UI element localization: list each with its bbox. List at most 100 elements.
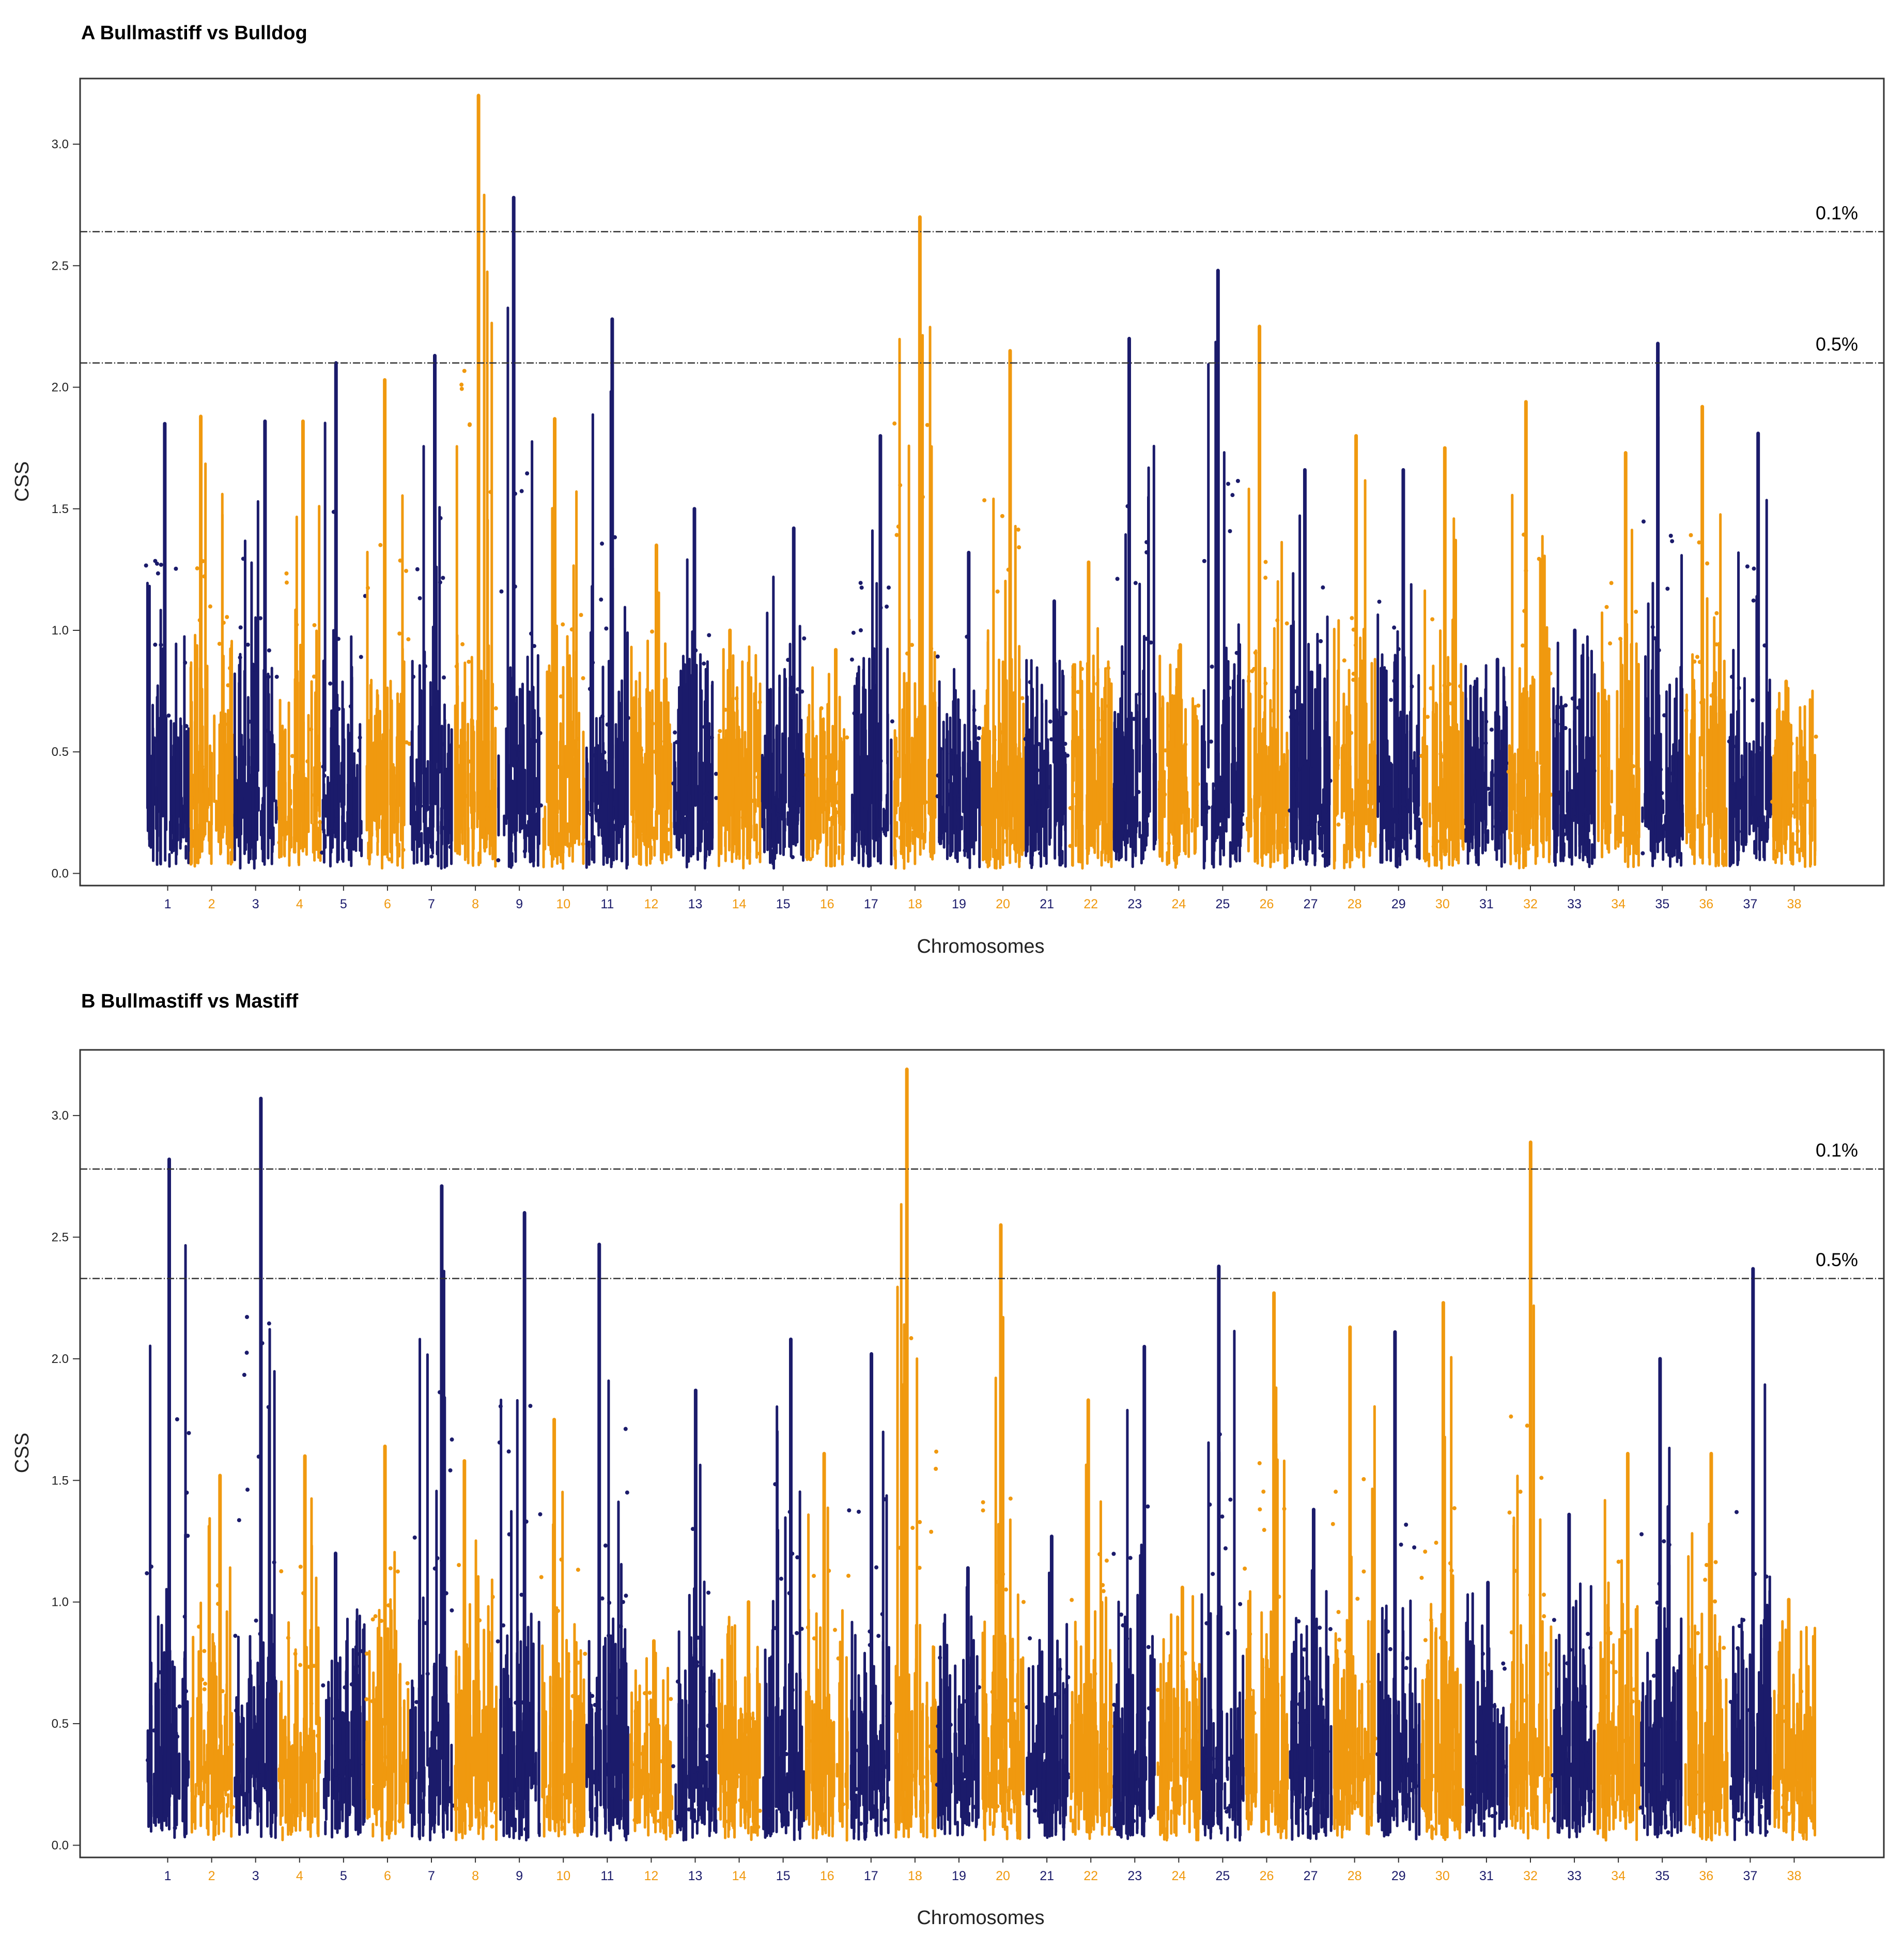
snp-point xyxy=(1066,1775,1071,1779)
y-tick-label: 2.0 xyxy=(52,381,69,395)
snp-point xyxy=(847,1508,852,1513)
y-axis-title: CSS xyxy=(11,461,33,502)
chromosome-29-points xyxy=(1376,468,1422,869)
snp-point xyxy=(1641,519,1646,524)
chromosome-label: 26 xyxy=(1260,897,1274,911)
snp-point xyxy=(509,711,514,716)
snp-point xyxy=(1211,1572,1215,1576)
snp-point xyxy=(1519,711,1523,716)
chromosome-label: 35 xyxy=(1655,897,1669,911)
snp-point xyxy=(718,729,722,734)
snp-point xyxy=(245,642,250,647)
manhattan-plot-b: 0.00.51.01.52.02.53.01 2 3 4 5 6 7 8 9 10 11 12 13 14… xyxy=(52,1067,1884,1883)
snp-point xyxy=(1068,805,1073,810)
snp-point xyxy=(765,805,769,810)
snp-point xyxy=(341,838,346,842)
snp-point xyxy=(1366,779,1370,784)
snp-point xyxy=(623,1427,628,1431)
snp-point xyxy=(244,1315,249,1320)
snp-point xyxy=(513,584,517,589)
snp-point xyxy=(279,1569,284,1574)
snp-point xyxy=(896,524,901,529)
snp-point xyxy=(945,1760,949,1765)
snp-point xyxy=(244,1351,249,1355)
snp-point xyxy=(887,585,891,590)
snp-point xyxy=(1578,739,1583,743)
snp-point xyxy=(773,1626,778,1631)
snp-point xyxy=(1209,739,1213,744)
snp-point xyxy=(1001,1572,1005,1576)
snp-point xyxy=(1194,1677,1198,1681)
snp-point xyxy=(818,1801,823,1805)
chromosome-label: 13 xyxy=(688,1869,703,1883)
snp-point xyxy=(787,1510,792,1514)
snp-point xyxy=(723,1795,727,1800)
snp-point xyxy=(1524,568,1528,573)
chromosome-37-points xyxy=(1727,431,1772,867)
snp-point xyxy=(702,817,707,822)
snp-point xyxy=(982,498,987,503)
snp-point xyxy=(560,1792,564,1797)
snp-point xyxy=(1171,700,1176,705)
snp-point xyxy=(714,796,719,800)
snp-point xyxy=(1730,780,1735,785)
snp-point xyxy=(266,1405,271,1409)
snp-point xyxy=(1065,753,1070,758)
chromosome-10-points xyxy=(539,1418,587,1838)
chromosome-label: 7 xyxy=(428,897,435,911)
snp-point xyxy=(1684,708,1689,713)
chromosome-32-points xyxy=(1506,400,1553,870)
snp-point xyxy=(1570,696,1575,701)
snp-point xyxy=(184,1490,189,1495)
snp-point xyxy=(493,706,498,710)
snp-point xyxy=(1553,719,1557,724)
snp-point xyxy=(1185,1764,1190,1769)
snp-point xyxy=(959,1772,964,1776)
snp-point xyxy=(800,689,804,694)
snp-point xyxy=(437,1390,442,1394)
snp-point xyxy=(1549,793,1553,797)
snp-point xyxy=(398,558,403,563)
snp-point xyxy=(1100,737,1104,741)
chromosome-label: 24 xyxy=(1171,1869,1186,1883)
chromosome-label: 37 xyxy=(1743,897,1757,911)
snp-point xyxy=(796,687,800,692)
snp-point xyxy=(1609,581,1614,585)
snp-point xyxy=(858,581,863,585)
snp-point xyxy=(1132,849,1137,854)
snp-point xyxy=(158,1670,162,1675)
snp-point xyxy=(807,773,812,778)
snp-point xyxy=(468,1823,473,1828)
chromosome-label: 24 xyxy=(1171,897,1186,911)
snp-point xyxy=(1697,540,1701,545)
chromosome-19-points xyxy=(935,1566,982,1837)
snp-point xyxy=(197,618,202,623)
snp-point xyxy=(1351,627,1356,632)
snp-point xyxy=(1140,1676,1144,1680)
snp-point xyxy=(412,1535,417,1540)
snp-point xyxy=(312,623,317,627)
snp-point xyxy=(1002,839,1007,844)
snp-point xyxy=(1237,808,1242,812)
snp-point xyxy=(173,1825,177,1830)
snp-point xyxy=(241,556,245,561)
snp-point xyxy=(358,735,362,740)
snp-point xyxy=(1430,617,1435,622)
snp-point xyxy=(859,585,864,590)
snp-point xyxy=(435,1556,440,1560)
snp-point xyxy=(1526,846,1530,851)
snp-point xyxy=(411,674,416,679)
snp-point xyxy=(929,1529,934,1534)
snp-point xyxy=(702,1690,706,1694)
y-tick-label: 2.5 xyxy=(52,259,69,273)
chromosome-35-points xyxy=(1640,342,1684,868)
chromosome-label: 4 xyxy=(296,1869,303,1883)
snp-point xyxy=(1100,741,1105,746)
snp-point xyxy=(1227,686,1232,690)
snp-point xyxy=(386,1603,391,1608)
snp-point xyxy=(1321,854,1326,858)
snp-point xyxy=(765,767,769,771)
snp-point xyxy=(342,1723,347,1727)
snp-point xyxy=(1602,770,1607,775)
snp-point xyxy=(1335,763,1340,767)
